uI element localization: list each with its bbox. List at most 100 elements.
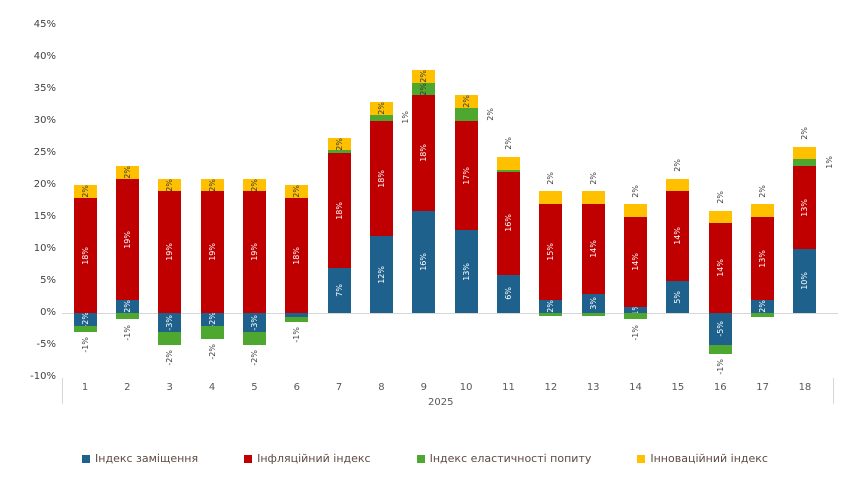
bar-12-segment-substitution-index[interactable]: 2% xyxy=(539,300,563,313)
legend-item-demand-elasticity-index[interactable]: Індекс еластичності попиту xyxy=(416,452,591,465)
legend-item-inflation-index[interactable]: Інфляційний індекс xyxy=(244,452,371,465)
bar-2-segment-demand-elasticity-index[interactable] xyxy=(115,313,139,320)
bar-12-segment-demand-elasticity-index[interactable] xyxy=(539,313,563,317)
bar-10-segment-demand-elasticity-index[interactable] xyxy=(454,108,478,121)
bar-2-segment-inflation-index[interactable]: 19% xyxy=(115,178,139,301)
bar-8-segment-inflation-index[interactable]: 18% xyxy=(369,121,393,237)
bar-2-segment-substitution-index[interactable]: 2% xyxy=(115,300,139,313)
bar-3-segment-inflation-index[interactable]: 19% xyxy=(158,191,182,313)
bar-1-segment-inflation-index[interactable]: 18% xyxy=(73,197,97,313)
bar-18-segment-innovation-index[interactable] xyxy=(793,146,817,160)
bar-4-segment-inflation-index[interactable]: 19% xyxy=(200,191,224,313)
bar-7-segment-innovation-index[interactable]: 2% xyxy=(327,137,351,151)
bar-8-segment-innovation-index[interactable]: 2% xyxy=(369,101,393,115)
bar-13-segment-substitution-index[interactable]: 3% xyxy=(581,293,605,313)
bar-7-segment-demand-elasticity-index[interactable] xyxy=(327,150,351,153)
bar-1-segment-demand-elasticity-index[interactable] xyxy=(73,325,97,333)
bar-4-segment-substitution-index[interactable]: -2% xyxy=(200,312,224,327)
bar-11-segment-demand-elasticity-index[interactable] xyxy=(497,169,520,173)
bar-3-segment-innovation-index[interactable]: 2% xyxy=(158,178,182,192)
bar-10-segment-innovation-index[interactable]: 2% xyxy=(454,95,478,109)
bar-5-segment-substitution-index[interactable]: -3% xyxy=(242,313,266,333)
segment-data-label: 10% xyxy=(800,272,810,290)
bar-17-segment-inflation-index[interactable]: 13% xyxy=(751,217,775,301)
bar-17-segment-substitution-index[interactable]: 2% xyxy=(751,300,775,313)
segment-data-label: 2% xyxy=(419,82,429,96)
bar-3-segment-demand-elasticity-index[interactable] xyxy=(158,332,182,345)
bar-12-segment-innovation-index[interactable] xyxy=(539,191,563,205)
bar-15-segment-substitution-index[interactable]: 5% xyxy=(666,281,690,313)
segment-data-label-callout: 2% xyxy=(544,167,558,189)
y-axis-tick-label: 5% xyxy=(40,275,56,286)
segment-data-label: 18% xyxy=(376,169,386,188)
bar-6-segment-substitution-index[interactable] xyxy=(285,313,309,318)
segment-data-label-callout: 2% xyxy=(756,180,770,202)
bar-7-segment-inflation-index[interactable]: 18% xyxy=(327,153,351,269)
bar-1-segment-innovation-index[interactable]: 2% xyxy=(73,185,97,198)
segment-data-label-callout: -1% xyxy=(78,334,92,356)
bar-14-segment-inflation-index[interactable]: 14% xyxy=(624,217,648,307)
bar-16-segment-demand-elasticity-index[interactable] xyxy=(708,345,732,354)
bar-4-segment-innovation-index[interactable]: 2% xyxy=(200,178,224,192)
segment-data-label: -1% xyxy=(80,337,90,353)
bar-14-segment-substitution-index[interactable]: 1% xyxy=(624,303,648,316)
bar-17-segment-innovation-index[interactable] xyxy=(751,204,775,217)
bar-9-segment-substitution-index[interactable]: 16% xyxy=(412,210,436,313)
bar-13-segment-inflation-index[interactable]: 14% xyxy=(581,204,605,294)
bar-1-segment-substitution-index[interactable]: -2% xyxy=(73,312,97,327)
legend-item-substitution-index[interactable]: Індекс заміщення xyxy=(82,452,198,465)
bar-5-segment-inflation-index[interactable]: 19% xyxy=(242,191,266,313)
bar-4-segment-demand-elasticity-index[interactable] xyxy=(200,325,224,339)
segment-data-label-callout: 1% xyxy=(399,107,413,129)
bar-6-segment-demand-elasticity-index[interactable] xyxy=(285,317,309,322)
bar-5-segment-innovation-index[interactable]: 2% xyxy=(242,178,266,192)
bar-17-segment-demand-elasticity-index[interactable] xyxy=(751,313,775,318)
segment-data-label: 7% xyxy=(334,284,344,297)
x-axis-category-label: 13 xyxy=(586,382,600,393)
bar-11-segment-inflation-index[interactable]: 16% xyxy=(497,172,520,275)
x-axis-category-label: 4 xyxy=(208,382,216,393)
segment-data-label: 5% xyxy=(673,290,683,304)
bar-9-segment-innovation-index[interactable]: 2% xyxy=(412,69,436,83)
bar-8-segment-demand-elasticity-index[interactable] xyxy=(369,114,393,121)
segment-data-label: 13% xyxy=(758,249,768,268)
bar-13-segment-demand-elasticity-index[interactable] xyxy=(581,313,605,317)
x-axis-category-label: 2 xyxy=(124,382,131,393)
bar-8-segment-substitution-index[interactable]: 12% xyxy=(369,236,393,313)
bar-10-segment-inflation-index[interactable]: 17% xyxy=(454,121,478,230)
bar-16-segment-inflation-index[interactable]: 14% xyxy=(708,223,732,313)
bar-10-segment-substitution-index[interactable]: 13% xyxy=(454,229,478,313)
bar-18-segment-inflation-index[interactable]: 13% xyxy=(793,165,817,249)
bar-6-segment-innovation-index[interactable]: 2% xyxy=(285,185,309,198)
segment-data-label: 2% xyxy=(758,184,768,198)
segment-data-label: 6% xyxy=(504,287,513,301)
bar-6-segment-inflation-index[interactable]: 18% xyxy=(285,197,309,313)
segment-data-label: 3% xyxy=(588,297,598,310)
y-axis-tick-label: 35% xyxy=(33,83,56,94)
segment-data-label-callout: 2% xyxy=(713,187,727,209)
bar-11-segment-substitution-index[interactable]: 6% xyxy=(497,274,520,313)
segment-data-label-callout: 1% xyxy=(822,152,836,174)
bar-14-segment-innovation-index[interactable] xyxy=(624,204,648,217)
bar-13-segment-innovation-index[interactable] xyxy=(581,191,605,205)
bar-7-segment-substitution-index[interactable]: 7% xyxy=(327,268,351,313)
bar-12-segment-inflation-index[interactable]: 15% xyxy=(539,204,563,301)
bar-16-segment-substitution-index[interactable]: -5% xyxy=(708,313,732,345)
bar-18-segment-demand-elasticity-index[interactable] xyxy=(793,159,817,166)
bar-18-segment-substitution-index[interactable]: 10% xyxy=(793,249,817,313)
bar-3-segment-substitution-index[interactable]: -3% xyxy=(158,313,182,333)
x-axis-category-label: 18 xyxy=(798,382,812,393)
segment-data-label: 2% xyxy=(588,172,598,185)
bar-2-segment-innovation-index[interactable]: 2% xyxy=(115,165,139,179)
bar-15-segment-innovation-index[interactable] xyxy=(666,178,690,192)
bar-16-segment-innovation-index[interactable] xyxy=(708,210,732,224)
bar-15-segment-inflation-index[interactable]: 14% xyxy=(666,191,690,281)
bar-9-segment-demand-elasticity-index[interactable]: 2% xyxy=(412,82,436,96)
bar-9-segment-inflation-index[interactable]: 18% xyxy=(412,95,436,211)
segment-data-label: -1% xyxy=(631,324,641,341)
bar-14-segment-demand-elasticity-index[interactable] xyxy=(624,313,648,320)
bar-5-segment-demand-elasticity-index[interactable] xyxy=(242,332,266,345)
bar-11-segment-innovation-index[interactable] xyxy=(497,156,520,170)
legend-item-innovation-index[interactable]: Інноваційний індекс xyxy=(637,452,768,465)
